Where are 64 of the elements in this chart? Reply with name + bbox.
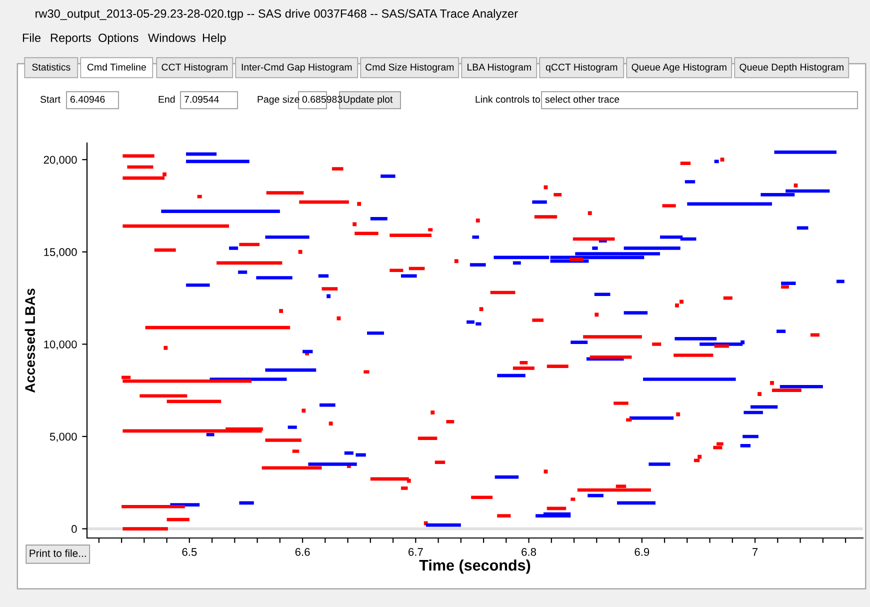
point xyxy=(298,250,302,254)
point xyxy=(676,412,680,416)
point xyxy=(357,202,362,206)
text: Print to file... xyxy=(30,549,86,557)
x-tick-label: 6.7 xyxy=(408,548,423,556)
text: select other trace xyxy=(545,96,620,103)
x-tick-label: 6.9 xyxy=(634,548,650,556)
point xyxy=(454,259,458,264)
point xyxy=(794,183,798,188)
text: Queue Depth Histogram xyxy=(740,63,844,73)
point xyxy=(594,312,599,317)
text: 6.40946 xyxy=(70,96,105,103)
point xyxy=(588,211,592,216)
text: Help xyxy=(202,33,226,44)
text: Options xyxy=(98,33,138,44)
text: Update plot xyxy=(344,96,393,105)
point xyxy=(544,470,548,474)
y-tick-label: 0 xyxy=(72,525,77,533)
text: Start xyxy=(40,96,60,103)
text: Link controls to xyxy=(476,96,540,103)
point xyxy=(164,346,168,350)
text: Cmd Timeline xyxy=(87,63,146,71)
point xyxy=(698,454,702,459)
text: Inter-Cmd Gap Histogram xyxy=(242,63,352,73)
x-tick-label: 6.6 xyxy=(295,548,310,556)
point xyxy=(279,309,284,313)
point xyxy=(479,307,484,312)
x-tick-label: 7 xyxy=(752,548,758,556)
point xyxy=(476,218,480,222)
chart-title: rw30_output_2013-05-29.23-28-020.tgp -- SAS drive 0037F468 -- SAS/SATA Trace Analyzer xyxy=(36,9,518,20)
point xyxy=(720,158,724,162)
text: Queue Age Histogram xyxy=(632,63,726,73)
text: File xyxy=(22,33,40,42)
point xyxy=(352,222,357,226)
x-tick-label: 6.5 xyxy=(182,548,197,556)
text: 0.685983 xyxy=(302,96,342,103)
point xyxy=(770,380,774,385)
point xyxy=(544,185,548,190)
text: CCT Histogram xyxy=(162,63,228,73)
point xyxy=(430,410,435,414)
point xyxy=(326,294,331,298)
y-tick-label: 15,000 xyxy=(44,248,77,258)
point xyxy=(328,422,333,426)
y-axis-title: Accessed LBAs xyxy=(24,288,35,393)
text: 7.09544 xyxy=(184,96,219,103)
y-tick-label: 10,000 xyxy=(44,340,77,350)
x-tick-label: 6.8 xyxy=(522,548,536,556)
text: Windows xyxy=(148,33,196,42)
point xyxy=(302,408,306,413)
text: Page size xyxy=(258,96,300,105)
y-tick-label: 20,000 xyxy=(44,156,77,166)
text: Statistics xyxy=(32,63,70,71)
point xyxy=(758,392,762,396)
text: Reports xyxy=(50,34,91,44)
y-tick-label: 5,000 xyxy=(50,432,77,442)
point xyxy=(336,316,341,320)
text: LBA Histogram xyxy=(468,63,531,73)
point xyxy=(680,300,684,304)
point xyxy=(162,172,166,176)
x-axis-title: Time (seconds) xyxy=(419,559,530,574)
point xyxy=(675,303,679,308)
text: qCCT Histogram xyxy=(546,63,618,73)
text: End xyxy=(158,96,175,103)
text: Cmd Size Histogram xyxy=(366,63,454,73)
